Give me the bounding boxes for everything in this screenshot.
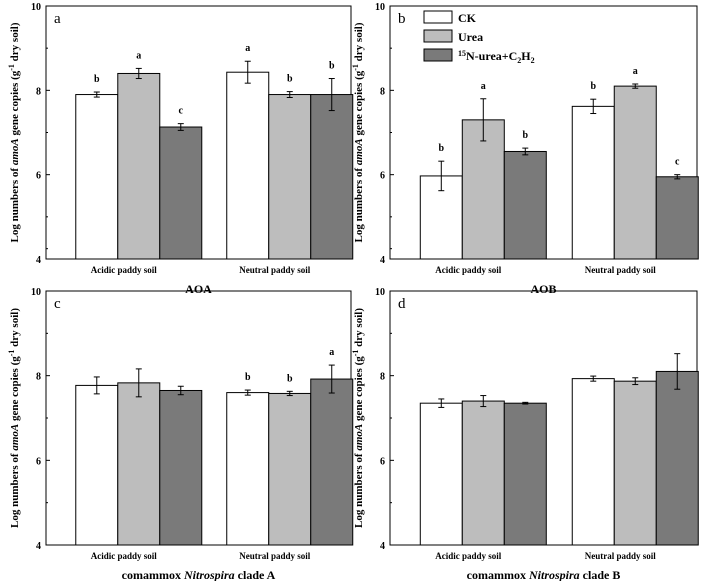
y-tick-label: 4 — [36, 541, 41, 552]
legend-swatch — [423, 29, 453, 43]
x-category-label: Neutral paddy soil — [239, 551, 311, 561]
y-tick-label: 10 — [375, 287, 385, 298]
legend-label: Urea — [458, 30, 483, 44]
bar — [226, 71, 270, 260]
panel-b: 4 6 8 10 Log numbers of amoA gene copies (g-… — [351, 2, 699, 296]
x-category-label: Acidic paddy soil — [91, 265, 158, 275]
y-tick-label: 4 — [36, 255, 41, 266]
x-category-label: Neutral paddy soil — [585, 265, 657, 275]
significance-letter: a — [633, 66, 638, 77]
panel-letter: d — [398, 296, 406, 312]
significance-letter: b — [523, 130, 529, 141]
y-tick-label: 8 — [36, 372, 41, 383]
bar — [571, 378, 615, 546]
significance-letter: a — [136, 50, 141, 61]
bar — [571, 105, 615, 260]
panel-title: AOB — [530, 282, 556, 296]
y-tick-label: 10 — [31, 287, 41, 298]
panel-c: 4 6 8 10 Log numbers of amoA gene copies (g-… — [7, 248, 354, 581]
bar — [613, 85, 657, 260]
bar — [159, 126, 203, 260]
y-axis-label: Log numbers of amoA gene copies (g-1 dry… — [351, 22, 365, 242]
bar — [655, 370, 699, 546]
y-tick-label: 6 — [380, 456, 385, 467]
y-axis-label: Log numbers of amoA gene copies (g-1 dry… — [7, 308, 21, 528]
bar — [419, 402, 463, 546]
y-tick-label: 8 — [36, 86, 41, 97]
bar — [461, 400, 505, 546]
bar — [75, 384, 119, 546]
panel-letter: b — [398, 11, 406, 27]
y-tick-label: 4 — [380, 255, 385, 266]
significance-letter: a — [329, 347, 334, 358]
bar — [310, 378, 354, 546]
significance-letter: c — [675, 157, 680, 168]
significance-letter: a — [481, 81, 486, 92]
y-tick-label: 4 — [380, 541, 385, 552]
significance-letter: b — [439, 143, 445, 154]
y-tick-label: 8 — [380, 86, 385, 97]
y-axis-label: Log numbers of amoA gene copies (g-1 dry… — [7, 22, 21, 242]
bar — [503, 402, 547, 546]
panel-a: 4 6 8 10 Log numbers of amoA gene copies (g-… — [7, 2, 354, 296]
panel-letter: a — [54, 11, 61, 27]
bar — [613, 380, 657, 546]
panel-d: 4 6 8 10 Log numbers of amoA gene copies (g-… — [351, 248, 699, 581]
x-category-label: Acidic paddy soil — [435, 265, 502, 275]
legend-swatch — [423, 10, 453, 24]
x-category-label: Acidic paddy soil — [91, 551, 158, 561]
bar — [268, 94, 312, 260]
significance-letter: b — [245, 372, 251, 383]
y-axis-label: Log numbers of amoA gene copies (g-1 dry… — [351, 308, 365, 528]
significance-letter: a — [245, 43, 250, 54]
panel-letter: c — [54, 296, 61, 312]
y-tick-label: 6 — [380, 171, 385, 182]
bar — [75, 94, 119, 260]
bar — [159, 389, 203, 546]
significance-letter: b — [590, 81, 596, 92]
panel-title: AOA — [185, 282, 212, 296]
y-tick-label: 6 — [36, 171, 41, 182]
significance-letter: b — [287, 74, 293, 85]
bar — [310, 94, 354, 260]
bar — [117, 382, 161, 546]
bar — [655, 176, 699, 260]
significance-letter: c — [179, 106, 184, 117]
bar — [461, 119, 505, 260]
legend-label: CK — [458, 11, 477, 25]
legend-swatch — [423, 48, 453, 62]
legend-label: 15N-urea+C2H2 — [458, 49, 535, 65]
panel-title: comammox Nitrospira clade B — [467, 568, 621, 581]
y-tick-label: 10 — [375, 2, 385, 13]
x-category-label: Neutral paddy soil — [585, 551, 657, 561]
bar — [117, 72, 161, 260]
bar — [503, 150, 547, 260]
y-tick-label: 6 — [36, 456, 41, 467]
bar — [268, 392, 312, 546]
x-category-label: Acidic paddy soil — [435, 551, 502, 561]
significance-letter: b — [287, 373, 293, 384]
y-tick-label: 8 — [380, 372, 385, 383]
legend: CK Urea 15N-urea+C2H2 — [423, 10, 535, 65]
significance-letter: b — [94, 74, 100, 85]
y-tick-label: 10 — [31, 2, 41, 13]
panel-title: comammox Nitrospira clade A — [122, 568, 276, 581]
significance-letter: b — [329, 61, 335, 72]
x-category-label: Neutral paddy soil — [239, 265, 311, 275]
bar — [226, 392, 270, 546]
